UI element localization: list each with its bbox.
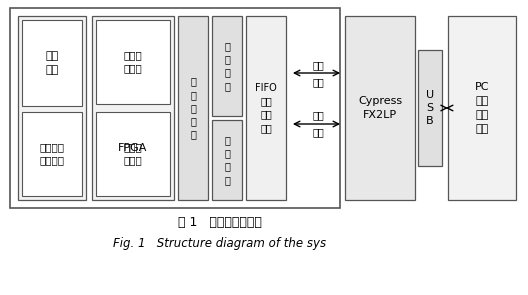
Text: 载波同步
、位同步: 载波同步 、位同步 [40, 142, 64, 165]
Text: 测控指
令上行: 测控指 令上行 [124, 142, 143, 165]
Bar [92, 16, 174, 200]
Text: 上
行
缓
存: 上 行 缓 存 [224, 135, 230, 185]
Text: 信号: 信号 [312, 127, 324, 137]
Bar [22, 112, 82, 196]
Text: 数
据
复
接
器: 数 据 复 接 器 [190, 77, 196, 140]
Bar [96, 20, 170, 104]
Bar [212, 16, 242, 116]
Text: 总线: 总线 [312, 77, 324, 87]
Text: 下
传
缓
存: 下 传 缓 存 [224, 41, 230, 91]
Bar [18, 16, 86, 200]
Text: 数据: 数据 [312, 60, 324, 70]
Text: 图 1   系统总体结构图: 图 1 系统总体结构图 [178, 217, 262, 230]
Bar [22, 20, 82, 106]
Text: 捕获
跟踪: 捕获 跟踪 [45, 51, 59, 75]
Text: Cypress
FX2LP: Cypress FX2LP [358, 96, 402, 120]
Text: PC
端的
控制
终端: PC 端的 控制 终端 [475, 82, 489, 134]
Bar [96, 112, 170, 196]
Text: 控制: 控制 [312, 110, 324, 120]
Bar [418, 50, 442, 166]
Text: FPGA: FPGA [118, 143, 148, 153]
Bar [10, 8, 340, 208]
Bar [345, 16, 415, 200]
Bar [178, 16, 208, 200]
Text: FIFO
读取
控制
逻辑: FIFO 读取 控制 逻辑 [255, 83, 277, 133]
Text: 图像数
据下传: 图像数 据下传 [124, 50, 143, 73]
Bar [212, 120, 242, 200]
Text: U
S
B: U S B [426, 90, 434, 126]
Text: Fig. 1   Structure diagram of the sys: Fig. 1 Structure diagram of the sys [114, 237, 326, 250]
Bar [246, 16, 286, 200]
Bar [448, 16, 516, 200]
